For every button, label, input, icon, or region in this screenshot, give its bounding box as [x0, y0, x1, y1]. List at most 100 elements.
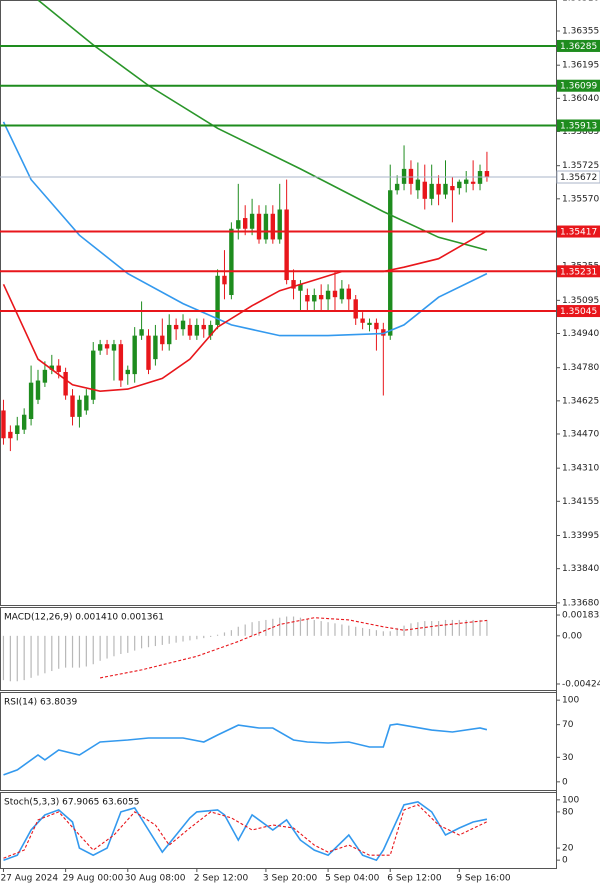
- panel-title: MACD(12,26,9) 0.001410 0.001361: [4, 613, 164, 623]
- candle-body: [146, 335, 151, 370]
- candle-body: [325, 290, 331, 300]
- candle-body: [91, 350, 96, 400]
- candle-body: [215, 275, 220, 325]
- candle-body: [139, 329, 144, 336]
- x-tick-label: 2 Sep 12:00: [194, 874, 249, 884]
- candle-body: [187, 324, 193, 336]
- y-tick-label: -0.00424: [562, 679, 600, 689]
- y-tick-label: 1.36195: [562, 61, 599, 71]
- y-tick-label: 1.35725: [562, 161, 599, 171]
- indicator-line: [3, 723, 488, 776]
- y-tick-label: 1.36355: [562, 26, 599, 36]
- indicator-line: [37, 0, 488, 251]
- level-tag: [557, 225, 600, 238]
- candle-body: [15, 425, 20, 434]
- x-tick-label: 6 Sep 12:00: [387, 874, 442, 884]
- candle-body: [305, 295, 310, 302]
- candle-body: [298, 284, 303, 291]
- candle-body: [443, 183, 448, 195]
- candle-body: [318, 295, 324, 300]
- candle-body: [242, 218, 248, 229]
- y-tick-label: 70: [562, 720, 574, 730]
- y-tick-label: 1.34155: [562, 497, 599, 507]
- candle-body: [208, 324, 213, 336]
- candle-body: [422, 181, 427, 199]
- candle-body: [346, 288, 351, 300]
- candle-body: [429, 183, 434, 199]
- y-tick-label: 1.35570: [562, 194, 599, 204]
- candle-body: [111, 344, 117, 351]
- y-tick-label: 0: [562, 856, 568, 866]
- candle-body: [367, 322, 372, 325]
- candle-body: [374, 322, 379, 330]
- y-tick-label: 1.34780: [562, 363, 599, 373]
- panel-frame: [0, 0, 557, 606]
- indicator-line: [2, 121, 488, 337]
- panel-frame: [0, 692, 557, 791]
- candle-body: [464, 179, 469, 184]
- y-tick-label: 80: [562, 807, 574, 817]
- candle-body: [256, 213, 262, 240]
- x-tick-label: 3 Sep 20:00: [263, 874, 318, 884]
- level-tag: [557, 305, 600, 318]
- y-tick-label: 100: [562, 795, 579, 805]
- panel-title: Stoch(5,3,3) 67.9065 63.6055: [4, 798, 139, 808]
- candle-body: [56, 365, 61, 372]
- candle-body: [63, 371, 68, 396]
- candle-body: [401, 168, 407, 184]
- y-tick-label: 100: [562, 696, 579, 706]
- candle-body: [457, 181, 462, 189]
- candle-body: [132, 335, 137, 375]
- indicator-line: [3, 804, 488, 859]
- indicator-line: [99, 617, 487, 679]
- candle-body: [201, 324, 206, 330]
- x-tick-label: 27 Aug 2024: [0, 874, 58, 884]
- candle-body: [28, 382, 34, 420]
- y-tick-label: 1.34470: [562, 429, 599, 439]
- candle-body: [270, 213, 276, 240]
- x-tick-label: 30 Aug 08:00: [125, 874, 186, 884]
- candle-body: [194, 324, 200, 336]
- candle-body: [381, 329, 386, 336]
- indicator-line: [2, 230, 488, 393]
- level-tag: [557, 265, 600, 278]
- y-tick-label: 1.34940: [562, 329, 599, 339]
- candle-body: [70, 395, 75, 417]
- candle-body: [8, 431, 13, 439]
- indicator-line: [3, 800, 488, 862]
- level-label: 1.36099: [560, 82, 597, 92]
- candle-body: [153, 335, 158, 360]
- candle-body: [84, 395, 89, 411]
- candle-body: [229, 228, 234, 296]
- x-tick-label: 9 Sep 16:00: [456, 874, 511, 884]
- candle-body: [49, 365, 55, 370]
- candle-body: [104, 344, 110, 349]
- candle-body: [312, 295, 317, 302]
- candle-body: [35, 380, 41, 400]
- candle-body: [470, 181, 476, 184]
- y-tick-label: 1.36040: [562, 94, 599, 104]
- candle-body: [167, 324, 172, 345]
- y-tick-label: 1.35885: [562, 127, 599, 137]
- candle-body: [125, 369, 130, 375]
- level-label: 1.35231: [560, 267, 597, 277]
- candle-body: [160, 335, 165, 345]
- panel-title: RSI(14) 63.8039: [4, 698, 77, 708]
- level-label: 1.36285: [560, 42, 597, 52]
- candle-body: [77, 399, 82, 417]
- candle-body: [394, 183, 400, 191]
- y-tick-label: 20: [562, 844, 574, 854]
- candle-body: [21, 414, 27, 430]
- candle-body: [1, 410, 6, 439]
- y-tick-label: 0.00: [562, 631, 582, 641]
- level-label: 1.35913: [560, 121, 597, 131]
- y-tick-label: 0.001832: [562, 611, 600, 621]
- candle-body: [97, 344, 103, 351]
- last-price-label: 1.35672: [560, 173, 597, 183]
- y-tick-label: 0: [562, 777, 568, 787]
- candle-body: [291, 280, 296, 289]
- y-tick-label: 1.34310: [562, 464, 599, 474]
- candle-body: [332, 290, 338, 298]
